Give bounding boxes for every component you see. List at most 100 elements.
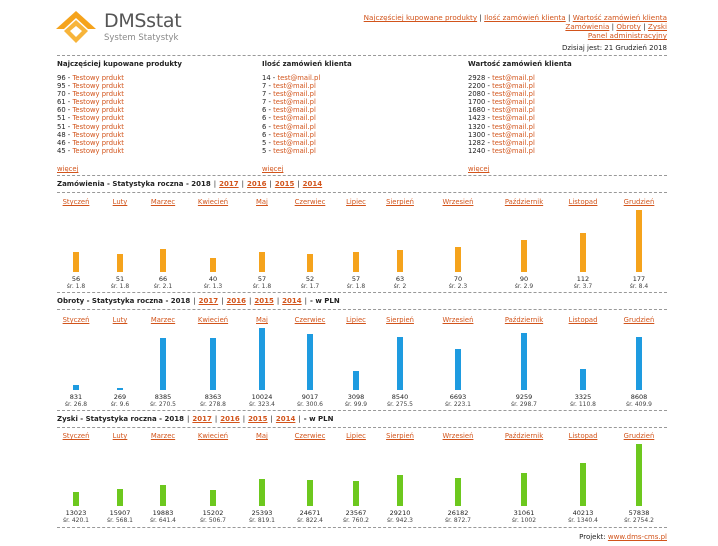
separator: | <box>213 180 217 188</box>
nav-link-order-values[interactable]: Wartość zamówień klienta <box>572 13 667 22</box>
client-email-link[interactable]: test@mail.pl <box>492 106 535 115</box>
month-link-9[interactable]: Październik <box>504 316 544 324</box>
month-link-6[interactable]: Lipiec <box>346 316 366 324</box>
client-email-link[interactable]: test@mail.pl <box>492 90 535 99</box>
client-email-link[interactable]: test@mail.pl <box>273 130 316 139</box>
year-link-2015[interactable]: 2015 <box>248 415 268 423</box>
month-link-5[interactable]: Czerwiec <box>294 198 326 206</box>
month-link-4[interactable]: Maj <box>256 316 268 324</box>
client-email-link[interactable]: test@mail.pl <box>492 114 535 123</box>
year-link-2015[interactable]: 2015 <box>274 180 295 188</box>
month-link-2[interactable]: Marzec <box>150 316 176 324</box>
month-link-10[interactable]: Listopad <box>568 432 598 440</box>
month-link-5[interactable]: Czerwiec <box>294 432 326 440</box>
year-link-2016[interactable]: 2016 <box>246 180 267 188</box>
brand-title[interactable]: DMSstat <box>104 10 182 32</box>
month-link-2[interactable]: Marzec <box>150 198 176 206</box>
list-item-count: 95 - <box>57 82 73 91</box>
nav-link-orders[interactable]: Zamówienia <box>565 22 610 31</box>
product-name-link[interactable]: Testowy prdukt <box>72 74 124 82</box>
client-email-link[interactable]: test@mail.pl <box>492 98 535 107</box>
more-products-link[interactable]: więcej <box>57 165 79 173</box>
client-email-link[interactable]: test@mail.pl <box>273 98 316 107</box>
month-link-3[interactable]: Kwiecień <box>197 198 229 206</box>
month-link-1[interactable]: Luty <box>112 198 128 206</box>
month-link-0[interactable]: Styczeń <box>62 198 90 206</box>
product-name-link[interactable]: Testowy prdukt <box>72 146 124 155</box>
product-name-link[interactable]: Testowy prdukt <box>72 90 124 99</box>
dmsstat-logo-icon[interactable] <box>54 9 98 45</box>
client-email-link[interactable]: test@mail.pl <box>273 138 316 147</box>
footer-link[interactable]: www.dms-cms.pl <box>607 533 667 541</box>
year-link-2015[interactable]: 2015 <box>254 297 274 305</box>
client-email-link[interactable]: test@mail.pl <box>273 122 316 131</box>
separator: | <box>298 415 301 423</box>
month-link-1[interactable]: Luty <box>112 432 128 440</box>
orders-bar-10 <box>580 233 586 272</box>
month-link-6[interactable]: Lipiec <box>346 198 366 206</box>
product-name-link[interactable]: Testowy prdukt <box>72 98 124 107</box>
month-link-11[interactable]: Grudzień <box>623 316 655 324</box>
client-email-link[interactable]: test@mail.pl <box>273 114 316 123</box>
more-order-counts-link[interactable]: więcej <box>262 165 284 173</box>
profit-bar-0 <box>73 492 79 506</box>
year-link-2014[interactable]: 2014 <box>302 180 323 188</box>
year-link-2016[interactable]: 2016 <box>226 297 246 305</box>
client-email-link[interactable]: test@mail.pl <box>492 146 535 155</box>
year-link-2014[interactable]: 2014 <box>282 297 302 305</box>
product-name-link[interactable]: Testowy prdukt <box>72 114 124 123</box>
month-link-3[interactable]: Kwiecień <box>197 432 229 440</box>
month-link-7[interactable]: Sierpień <box>386 316 414 324</box>
client-email-link[interactable]: test@mail.pl <box>273 106 316 115</box>
month-link-6[interactable]: Lipiec <box>346 432 366 440</box>
product-name-link[interactable]: Testowy prdukt <box>72 138 124 147</box>
more-order-values-link[interactable]: więcej <box>468 165 490 173</box>
product-name-link[interactable]: Testowy prdukt <box>72 130 124 139</box>
year-link-2014[interactable]: 2014 <box>275 415 296 423</box>
year-link-2017[interactable]: 2017 <box>219 180 239 188</box>
month-link-11[interactable]: Grudzień <box>623 432 655 440</box>
month-link-8[interactable]: Wrzesień <box>442 316 474 324</box>
client-email-link[interactable]: test@mail.pl <box>492 82 535 91</box>
year-link-2016[interactable]: 2016 <box>220 415 240 423</box>
month-link-7[interactable]: Sierpień <box>386 432 414 440</box>
client-email-link[interactable]: test@mail.pl <box>273 82 316 91</box>
month-link-7[interactable]: Sierpień <box>386 198 414 206</box>
year-link-2017[interactable]: 2017 <box>198 297 219 305</box>
month-link-10[interactable]: Listopad <box>568 198 598 206</box>
client-email-link[interactable]: test@mail.pl <box>492 122 535 131</box>
product-name-link[interactable]: Testowy prdukt <box>72 106 124 115</box>
month-link-0[interactable]: Styczeń <box>62 432 90 440</box>
month-link-4[interactable]: Maj <box>256 198 268 206</box>
month-link-5[interactable]: Czerwiec <box>294 316 326 324</box>
month-link-10[interactable]: Listopad <box>568 316 598 324</box>
nav-link-top-products[interactable]: Najczęściej kupowane produkty <box>363 13 478 22</box>
month-link-4[interactable]: Maj <box>256 432 268 440</box>
client-email-link[interactable]: test@mail.pl <box>277 74 321 82</box>
product-name-link[interactable]: Testowy prdukt <box>72 122 124 131</box>
month-link-11[interactable]: Grudzień <box>623 198 655 206</box>
nav-link-revenue[interactable]: Obroty <box>616 22 641 31</box>
divider <box>57 527 667 528</box>
client-email-link[interactable]: test@mail.pl <box>492 138 535 147</box>
product-name-link[interactable]: Testowy prdukt <box>72 82 124 91</box>
orders-average-5: śr. 1.7 <box>300 283 320 290</box>
client-email-link[interactable]: test@mail.pl <box>492 130 535 139</box>
month-link-3[interactable]: Kwiecień <box>197 316 229 324</box>
month-link-8[interactable]: Wrzesień <box>442 432 474 440</box>
client-email-link[interactable]: test@mail.pl <box>273 146 316 155</box>
nav-link-order-counts[interactable]: Ilość zamówień klienta <box>484 13 566 22</box>
nav-link-admin-panel[interactable]: Panel administracyjny <box>587 31 667 40</box>
month-link-0[interactable]: Styczeń <box>62 316 90 324</box>
month-link-1[interactable]: Luty <box>112 316 128 324</box>
nav-link-profits[interactable]: Zyski <box>647 22 667 31</box>
year-link-2017[interactable]: 2017 <box>192 415 212 423</box>
client-email-link[interactable]: test@mail.pl <box>273 90 316 99</box>
month-link-9[interactable]: Październik <box>504 432 544 440</box>
divider <box>57 192 667 193</box>
month-link-2[interactable]: Marzec <box>150 432 176 440</box>
list-item: 95 - Testowy prdukt <box>57 82 257 90</box>
month-link-9[interactable]: Październik <box>504 198 544 206</box>
month-link-8[interactable]: Wrzesień <box>442 198 474 206</box>
client-email-link[interactable]: test@mail.pl <box>492 74 535 82</box>
